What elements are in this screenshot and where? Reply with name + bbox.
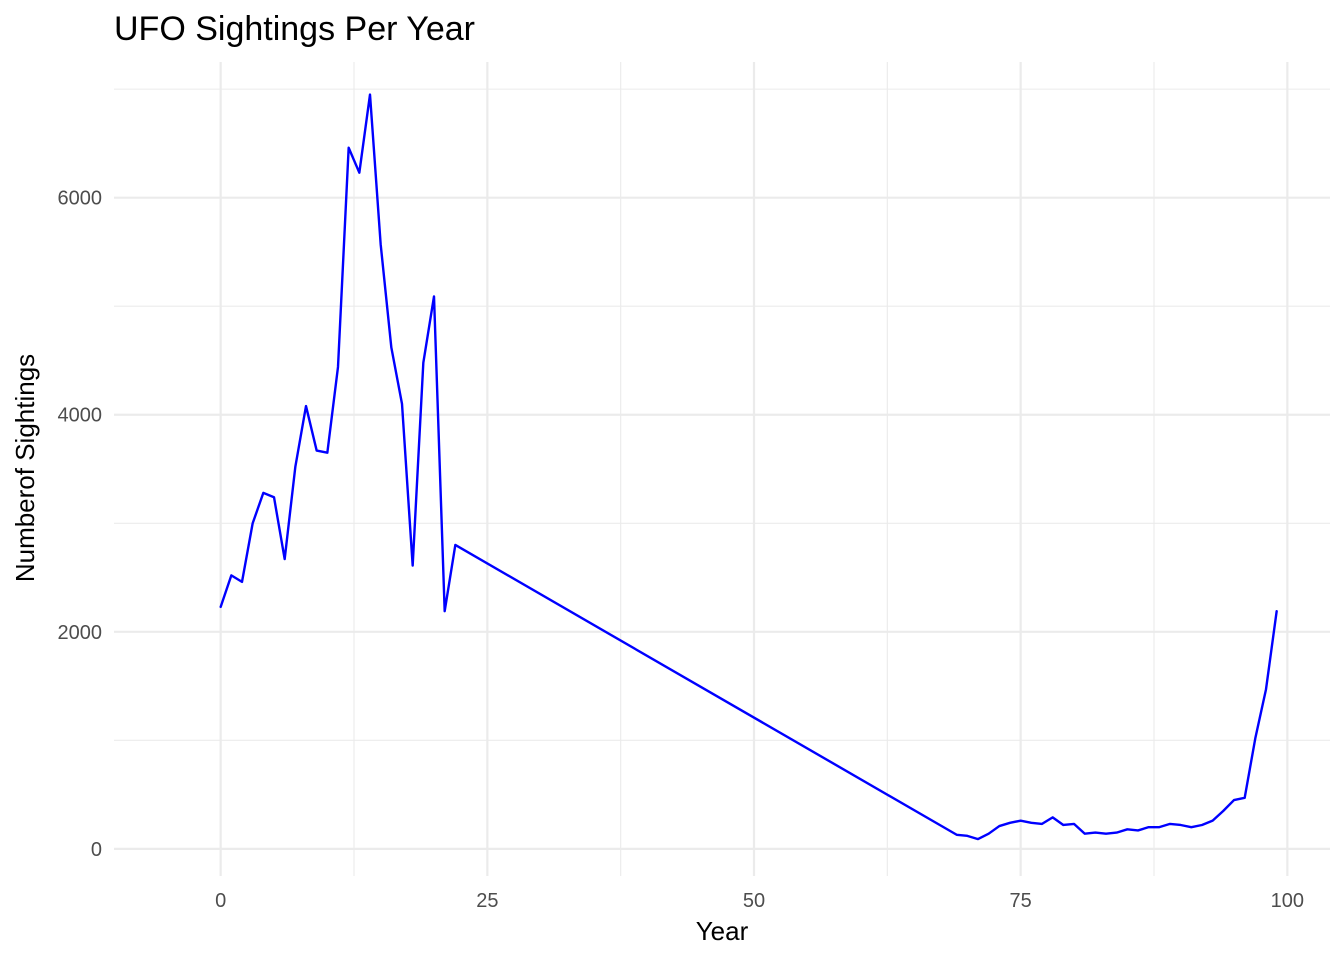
x-tick-label: 100 xyxy=(1271,890,1304,912)
grid xyxy=(114,62,1330,876)
y-tick-label: 2000 xyxy=(58,622,103,644)
y-tick-label: 4000 xyxy=(58,405,103,427)
y-axis-label: Numberof Sightings xyxy=(10,354,40,582)
series-layer xyxy=(219,93,1278,841)
x-tick-label: 50 xyxy=(743,890,765,912)
y-axis-ticks: 0 2000 4000 6000 xyxy=(58,188,103,861)
x-tick-label: 0 xyxy=(215,890,226,912)
y-tick-label: 0 xyxy=(91,839,102,861)
x-axis-label: Year xyxy=(696,916,749,946)
x-tick-label: 75 xyxy=(1010,890,1032,912)
x-axis-ticks: 0 25 50 75 100 xyxy=(215,890,1304,912)
y-tick-label: 6000 xyxy=(58,188,103,210)
chart-title: UFO Sightings Per Year xyxy=(114,10,475,48)
series-line xyxy=(219,93,1278,841)
x-tick-label: 25 xyxy=(476,890,498,912)
